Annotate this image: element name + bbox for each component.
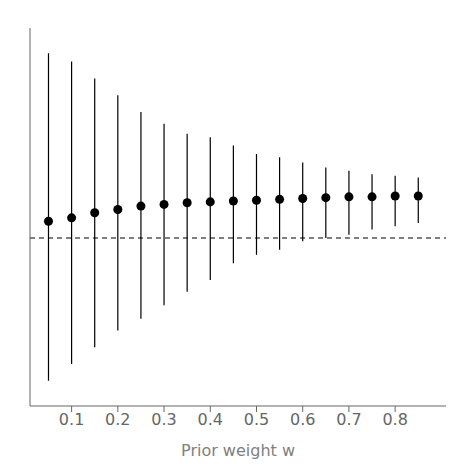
svg-text:0.2: 0.2 xyxy=(105,410,130,429)
svg-text:0.8: 0.8 xyxy=(382,410,407,429)
svg-text:0.3: 0.3 xyxy=(151,410,176,429)
svg-text:0.1: 0.1 xyxy=(59,410,84,429)
svg-text:0.5: 0.5 xyxy=(244,410,269,429)
svg-text:0.4: 0.4 xyxy=(198,410,223,429)
svg-text:0.7: 0.7 xyxy=(336,410,361,429)
svg-text:Prior weight w: Prior weight w xyxy=(181,441,295,460)
svg-text:0.6: 0.6 xyxy=(290,410,315,429)
